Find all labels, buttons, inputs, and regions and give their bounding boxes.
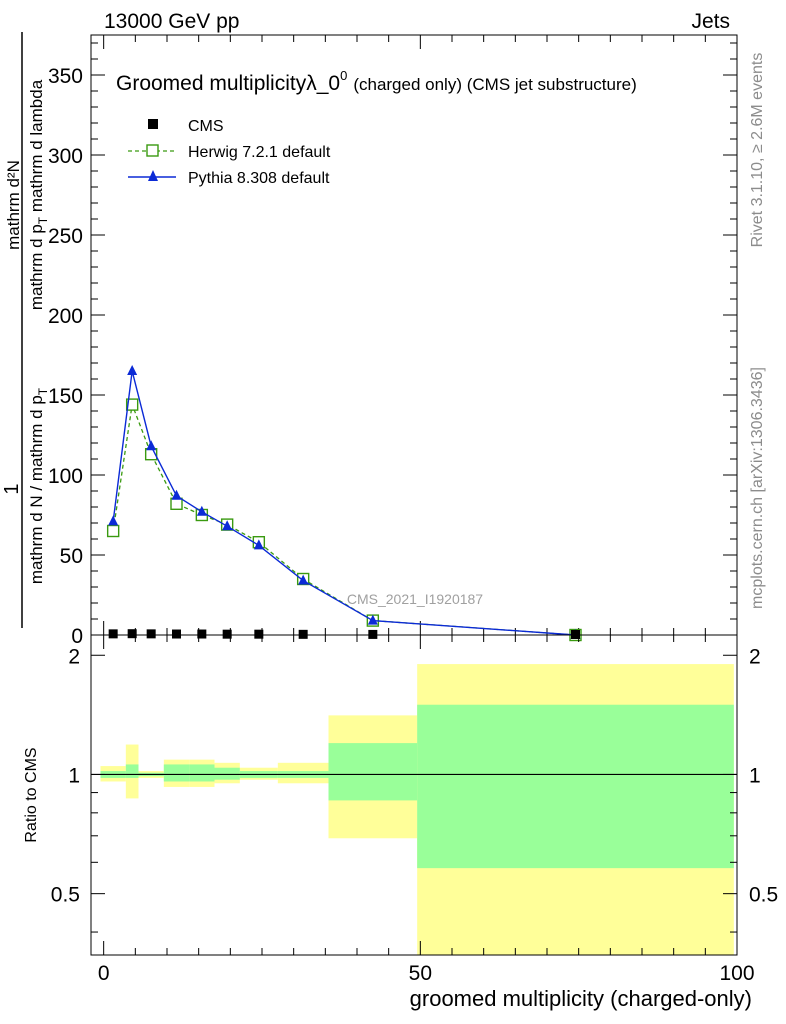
- ratio-inner-band: [125, 764, 139, 778]
- main-y-tick-label: 50: [60, 545, 83, 568]
- cms-data-marker: [127, 629, 137, 639]
- main-y-tick-label: 0: [71, 625, 83, 648]
- cms-data-marker: [222, 629, 232, 639]
- pythia-marker: [127, 365, 138, 375]
- cms-data-marker: [254, 629, 264, 639]
- title-main: Groomed multiplicity: [116, 72, 307, 95]
- main-plot-panel: 0 50 100 150 200 250 300 350: [48, 34, 738, 648]
- title-suffix: (charged only) (CMS jet substructure): [353, 75, 636, 94]
- pythia-marker: [222, 520, 233, 531]
- header-category: Jets: [691, 10, 730, 33]
- analysis-watermark: CMS_2021_I1920187: [347, 591, 483, 607]
- pythia-marker: [146, 440, 157, 451]
- x-tick-label: 0: [98, 962, 110, 985]
- title-lambda: λ_0: [306, 72, 340, 95]
- ratio-y-axis-label: Ratio to CMS: [23, 747, 40, 842]
- ratio-plot-panel: 0.5 0.5 1 1 2 2 0 50 100: [51, 634, 778, 985]
- ratio-y-tick-label-left: 0.5: [51, 884, 80, 907]
- x-tick-label: 100: [719, 962, 754, 985]
- main-y-tick-label: 300: [48, 145, 83, 168]
- ratio-y-tick-label-right: 1: [749, 764, 761, 787]
- ratio-inner-band: [163, 764, 190, 782]
- herwig-marker: [125, 398, 139, 411]
- header-process: 13000 GeV pp: [104, 10, 239, 33]
- herwig-marker: [106, 524, 120, 538]
- rivet-version-label: Rivet 3.1.10, ≥ 2.6M events: [749, 53, 766, 248]
- ratio-y-tick-label-left: 2: [68, 645, 80, 668]
- cms-data-marker: [197, 629, 207, 639]
- legend-cms-marker: [148, 119, 158, 129]
- cms-data-marker: [298, 629, 308, 639]
- cms-data-marker: [368, 629, 378, 639]
- legend-label: CMS: [188, 118, 224, 135]
- cms-data-marker: [571, 629, 580, 639]
- ratio-y-tick-label-left: 1: [68, 764, 80, 787]
- ratio-plot-frame: [90, 634, 738, 956]
- pythia-marker: [196, 505, 207, 516]
- ratio-y-tick-label-right: 0.5: [749, 884, 778, 907]
- ratio-inner-band: [189, 764, 215, 782]
- pythia-marker: [108, 515, 119, 526]
- pythia-line: [112, 370, 576, 636]
- legend-label: Pythia 8.308 default: [188, 170, 330, 187]
- main-y-tick-label: 250: [48, 225, 83, 248]
- title-superscript: 0: [340, 68, 347, 83]
- cms-data-marker: [108, 629, 118, 639]
- legend: CMS Herwig 7.2.1 default Pythia 8.308 defa…: [128, 118, 331, 187]
- legend-pythia-marker: [148, 170, 158, 181]
- ratio-inner-band: [328, 743, 418, 801]
- cms-data-marker: [146, 629, 156, 639]
- x-tick-label: 50: [409, 962, 432, 985]
- main-y-tick-label: 350: [48, 65, 83, 88]
- pythia-marker: [253, 539, 264, 550]
- ratio-y-tick-label-right: 2: [749, 645, 761, 668]
- ylabel-one: 1: [1, 483, 23, 494]
- herwig-line: [112, 402, 576, 636]
- ylabel-denominator-2: mathrm d pT mathrm d lambda: [27, 79, 50, 310]
- main-y-tick-label: 150: [48, 385, 83, 408]
- herwig-marker: [170, 497, 183, 510]
- svg-text:Groomed multiplicityλ_00(charg: Groomed multiplicityλ_00 (charged only) (…: [116, 68, 637, 95]
- ylabel-denominator: mathrm d N / mathrm d pT: [27, 387, 50, 584]
- legend-herwig-marker: [146, 144, 159, 157]
- ratio-inner-band: [214, 767, 240, 780]
- x-axis-label: groomed multiplicity (charged-only): [410, 986, 752, 1011]
- pythia-marker: [171, 489, 182, 500]
- pythia-marker: [298, 574, 309, 585]
- pythia-marker: [367, 614, 378, 625]
- ratio-inner-band: [417, 704, 734, 869]
- main-y-tick-label: 200: [48, 305, 83, 328]
- main-y-axis-label: 1 mathrm d N / mathrm d pT mathrm d²Nmathr…: [1, 32, 50, 628]
- plot-title: Groomed multiplicityλ_00 (charged only) (…: [116, 68, 637, 95]
- mcplots-label: mcplots.cern.ch [arXiv:1306.3436]: [749, 367, 766, 609]
- main-y-tick-label: 100: [48, 465, 83, 488]
- legend-label: Herwig 7.2.1 default: [188, 144, 331, 161]
- ylabel-numerator: mathrm d²N: [4, 160, 23, 250]
- cms-data-marker: [172, 629, 181, 639]
